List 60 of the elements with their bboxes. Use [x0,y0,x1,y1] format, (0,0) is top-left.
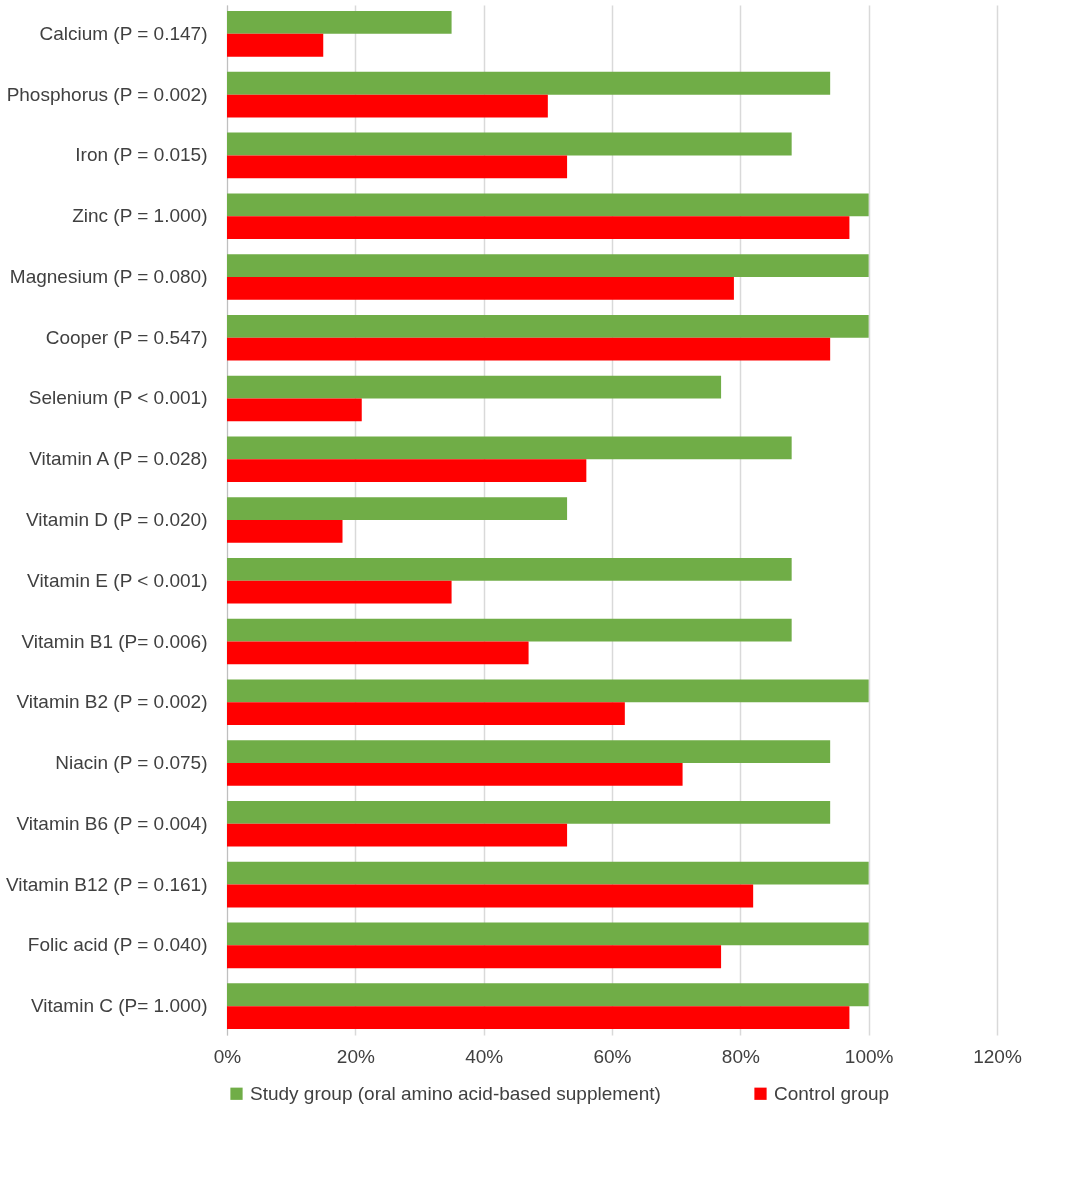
bar [227,983,869,1007]
bar [227,740,831,764]
bar [227,254,869,277]
bar [227,801,831,824]
x-tick-label: 40% [465,1045,504,1067]
bar [227,823,568,847]
bar [227,497,568,520]
bar [227,922,869,946]
bar [227,337,831,361]
bar [227,1006,850,1029]
y-tick-label: Vitamin B1 (P= 0.006) [21,630,208,652]
bar [227,314,869,338]
bar [227,618,792,642]
x-tick-label: 80% [721,1045,760,1067]
bar [227,155,568,179]
y-tick-label: Vitamin D (P = 0.020) [26,509,208,530]
bar [227,520,343,543]
x-tick-label: 120% [973,1045,1022,1067]
y-tick-label: Vitamin B12 (P = 0.161) [5,873,208,895]
y-tick-label: Vitamin B2 (P = 0.002) [16,691,208,713]
y-tick-label: Iron (P = 0.015) [75,144,208,166]
x-tick-label: 0% [213,1045,242,1067]
bar [227,459,587,483]
bar [227,132,792,156]
y-tick-label: Vitamin C (P= 1.000) [30,995,208,1017]
y-tick-label: Zinc (P = 1.000) [72,205,208,227]
bar [227,436,792,460]
x-tick-label: 20% [336,1045,375,1067]
bar [227,375,722,399]
bar [227,557,792,581]
y-tick-label: Phosphorus (P = 0.002) [6,83,208,105]
legend-label: Control group [774,1082,890,1104]
legend-label: Study group (oral amino acid-based supplement) [250,1082,661,1104]
y-tick-label: Magnesium (P = 0.080) [9,265,208,287]
y-tick-label: Vitamin B6 (P = 0.004) [16,812,208,834]
y-tick-label: Calcium (P = 0.147) [39,22,208,44]
bar [227,193,869,217]
bar [227,580,452,604]
y-tick-label: Cooper (P = 0.547) [45,326,208,348]
y-tick-label: Niacin (P = 0.075) [55,752,208,774]
bar [227,641,529,665]
bar [227,11,452,34]
bar [227,71,831,95]
bar [227,33,324,57]
bar [227,216,850,239]
y-tick-label: Vitamin A (P = 0.028) [29,448,208,470]
bar [227,276,734,300]
bar [227,398,362,422]
bar [227,679,869,703]
x-tick-label: 60% [593,1045,632,1067]
bar [227,945,722,969]
bar [227,763,683,786]
y-tick-label: Folic acid (P = 0.040) [27,934,208,956]
bar [227,884,754,908]
x-tick-label: 100% [844,1045,894,1067]
bar [227,94,548,118]
y-tick-label: Selenium (P < 0.001) [28,387,208,409]
bar [227,702,625,726]
bar [227,861,869,885]
y-tick-label: Vitamin E (P < 0.001) [27,569,208,591]
